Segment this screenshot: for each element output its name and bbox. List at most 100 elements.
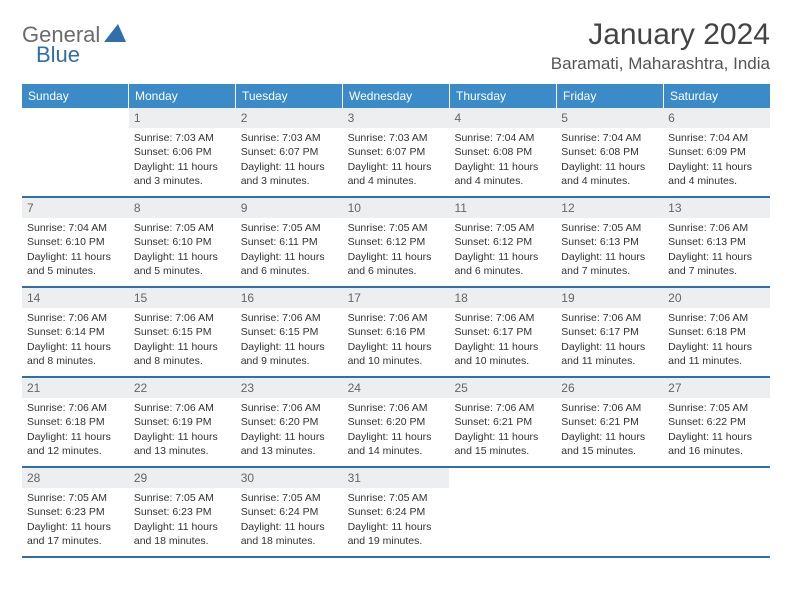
sun-info-line: Sunrise: 7:06 AM — [27, 311, 124, 325]
sun-info-line: Daylight: 11 hours and 7 minutes. — [561, 250, 658, 278]
calendar-cell: 29Sunrise: 7:05 AMSunset: 6:23 PMDayligh… — [129, 468, 236, 556]
sun-info-line: Daylight: 11 hours and 3 minutes. — [134, 160, 231, 188]
sun-info-line: Daylight: 11 hours and 17 minutes. — [27, 520, 124, 548]
sun-info-line: Daylight: 11 hours and 6 minutes. — [454, 250, 551, 278]
sun-info-line: Sunset: 6:06 PM — [134, 145, 231, 159]
day-body: Sunrise: 7:04 AMSunset: 6:08 PMDaylight:… — [556, 128, 663, 194]
calendar-cell: 25Sunrise: 7:06 AMSunset: 6:21 PMDayligh… — [449, 378, 556, 466]
sun-info-line: Daylight: 11 hours and 6 minutes. — [348, 250, 445, 278]
sun-info-line: Sunset: 6:13 PM — [668, 235, 765, 249]
day-body: Sunrise: 7:05 AMSunset: 6:24 PMDaylight:… — [236, 488, 343, 554]
sun-info-line: Daylight: 11 hours and 11 minutes. — [561, 340, 658, 368]
day-body: Sunrise: 7:05 AMSunset: 6:22 PMDaylight:… — [663, 398, 770, 464]
sun-info-line: Sunrise: 7:06 AM — [668, 221, 765, 235]
calendar-cell: 13Sunrise: 7:06 AMSunset: 6:13 PMDayligh… — [663, 198, 770, 286]
day-body: Sunrise: 7:05 AMSunset: 6:24 PMDaylight:… — [343, 488, 450, 554]
calendar-cell — [22, 108, 129, 196]
sun-info-line: Daylight: 11 hours and 16 minutes. — [668, 430, 765, 458]
calendar-cell: 17Sunrise: 7:06 AMSunset: 6:16 PMDayligh… — [343, 288, 450, 376]
day-number: 23 — [236, 378, 343, 398]
sun-info-line: Sunset: 6:18 PM — [27, 415, 124, 429]
sun-info-line: Sunset: 6:13 PM — [561, 235, 658, 249]
sun-info-line: Sunset: 6:20 PM — [241, 415, 338, 429]
day-number: 1 — [129, 108, 236, 128]
weekday-header: Sunday — [22, 84, 129, 108]
sun-info-line: Sunrise: 7:05 AM — [348, 221, 445, 235]
day-body — [449, 488, 556, 497]
day-body: Sunrise: 7:06 AMSunset: 6:14 PMDaylight:… — [22, 308, 129, 374]
sun-info-line: Sunset: 6:12 PM — [348, 235, 445, 249]
sun-info-line: Sunset: 6:17 PM — [561, 325, 658, 339]
sun-info-line: Daylight: 11 hours and 9 minutes. — [241, 340, 338, 368]
day-number: 14 — [22, 288, 129, 308]
page-header: General January 2024 Baramati, Maharasht… — [22, 18, 770, 74]
sun-info-line: Sunset: 6:24 PM — [348, 505, 445, 519]
sun-info-line: Daylight: 11 hours and 10 minutes. — [348, 340, 445, 368]
day-number: 20 — [663, 288, 770, 308]
day-body: Sunrise: 7:06 AMSunset: 6:20 PMDaylight:… — [343, 398, 450, 464]
calendar-cell: 18Sunrise: 7:06 AMSunset: 6:17 PMDayligh… — [449, 288, 556, 376]
calendar-cell: 30Sunrise: 7:05 AMSunset: 6:24 PMDayligh… — [236, 468, 343, 556]
sun-info-line: Daylight: 11 hours and 4 minutes. — [668, 160, 765, 188]
sun-info-line: Daylight: 11 hours and 5 minutes. — [27, 250, 124, 278]
sun-info-line: Daylight: 11 hours and 11 minutes. — [668, 340, 765, 368]
sun-info-line: Daylight: 11 hours and 18 minutes. — [134, 520, 231, 548]
sun-info-line: Sunrise: 7:06 AM — [241, 401, 338, 415]
sun-info-line: Daylight: 11 hours and 13 minutes. — [241, 430, 338, 458]
sun-info-line: Sunset: 6:23 PM — [27, 505, 124, 519]
sun-info-line: Sunrise: 7:05 AM — [241, 221, 338, 235]
sun-info-line: Daylight: 11 hours and 4 minutes. — [454, 160, 551, 188]
calendar-cell: 3Sunrise: 7:03 AMSunset: 6:07 PMDaylight… — [343, 108, 450, 196]
calendar-grid: SundayMondayTuesdayWednesdayThursdayFrid… — [22, 84, 770, 558]
day-number: 3 — [343, 108, 450, 128]
calendar-cell: 26Sunrise: 7:06 AMSunset: 6:21 PMDayligh… — [556, 378, 663, 466]
day-body: Sunrise: 7:05 AMSunset: 6:23 PMDaylight:… — [129, 488, 236, 554]
day-body: Sunrise: 7:04 AMSunset: 6:10 PMDaylight:… — [22, 218, 129, 284]
sun-info-line: Sunset: 6:16 PM — [348, 325, 445, 339]
week-row: 21Sunrise: 7:06 AMSunset: 6:18 PMDayligh… — [22, 378, 770, 468]
calendar-cell: 21Sunrise: 7:06 AMSunset: 6:18 PMDayligh… — [22, 378, 129, 466]
sun-info-line: Sunrise: 7:04 AM — [454, 131, 551, 145]
sun-info-line: Daylight: 11 hours and 19 minutes. — [348, 520, 445, 548]
sun-info-line: Sunset: 6:07 PM — [348, 145, 445, 159]
day-number: 18 — [449, 288, 556, 308]
sun-info-line: Sunrise: 7:05 AM — [241, 491, 338, 505]
day-body: Sunrise: 7:06 AMSunset: 6:20 PMDaylight:… — [236, 398, 343, 464]
day-body: Sunrise: 7:06 AMSunset: 6:13 PMDaylight:… — [663, 218, 770, 284]
day-number: 22 — [129, 378, 236, 398]
day-body: Sunrise: 7:06 AMSunset: 6:18 PMDaylight:… — [22, 398, 129, 464]
calendar-cell: 24Sunrise: 7:06 AMSunset: 6:20 PMDayligh… — [343, 378, 450, 466]
sun-info-line: Sunset: 6:08 PM — [561, 145, 658, 159]
day-body — [22, 128, 129, 137]
calendar-cell: 10Sunrise: 7:05 AMSunset: 6:12 PMDayligh… — [343, 198, 450, 286]
day-body: Sunrise: 7:05 AMSunset: 6:11 PMDaylight:… — [236, 218, 343, 284]
title-block: January 2024 Baramati, Maharashtra, Indi… — [551, 18, 770, 74]
sun-info-line: Sunrise: 7:05 AM — [454, 221, 551, 235]
calendar-cell: 1Sunrise: 7:03 AMSunset: 6:06 PMDaylight… — [129, 108, 236, 196]
sun-info-line: Sunset: 6:20 PM — [348, 415, 445, 429]
calendar-cell: 14Sunrise: 7:06 AMSunset: 6:14 PMDayligh… — [22, 288, 129, 376]
sun-info-line: Daylight: 11 hours and 14 minutes. — [348, 430, 445, 458]
sun-info-line: Sunrise: 7:05 AM — [668, 401, 765, 415]
sun-info-line: Sunset: 6:21 PM — [561, 415, 658, 429]
logo-text-blue-wrap: Blue — [36, 42, 80, 68]
sun-info-line: Sunrise: 7:03 AM — [134, 131, 231, 145]
day-body: Sunrise: 7:06 AMSunset: 6:15 PMDaylight:… — [129, 308, 236, 374]
calendar-cell: 6Sunrise: 7:04 AMSunset: 6:09 PMDaylight… — [663, 108, 770, 196]
sun-info-line: Daylight: 11 hours and 12 minutes. — [27, 430, 124, 458]
day-body: Sunrise: 7:06 AMSunset: 6:21 PMDaylight:… — [449, 398, 556, 464]
day-body: Sunrise: 7:03 AMSunset: 6:07 PMDaylight:… — [236, 128, 343, 194]
day-number: 8 — [129, 198, 236, 218]
sun-info-line: Sunset: 6:15 PM — [134, 325, 231, 339]
sun-info-line: Sunrise: 7:05 AM — [348, 491, 445, 505]
day-body: Sunrise: 7:06 AMSunset: 6:21 PMDaylight:… — [556, 398, 663, 464]
calendar-cell: 8Sunrise: 7:05 AMSunset: 6:10 PMDaylight… — [129, 198, 236, 286]
sun-info-line: Daylight: 11 hours and 3 minutes. — [241, 160, 338, 188]
day-number: 25 — [449, 378, 556, 398]
sun-info-line: Daylight: 11 hours and 6 minutes. — [241, 250, 338, 278]
day-number: 17 — [343, 288, 450, 308]
calendar-cell: 15Sunrise: 7:06 AMSunset: 6:15 PMDayligh… — [129, 288, 236, 376]
month-title: January 2024 — [551, 18, 770, 52]
week-row: 1Sunrise: 7:03 AMSunset: 6:06 PMDaylight… — [22, 108, 770, 198]
day-body: Sunrise: 7:03 AMSunset: 6:06 PMDaylight:… — [129, 128, 236, 194]
